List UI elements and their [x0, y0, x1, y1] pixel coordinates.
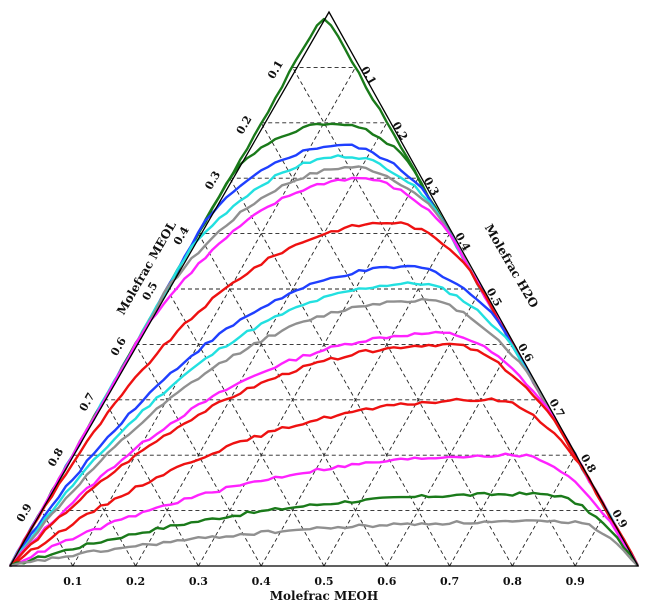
grid-line: [292, 67, 576, 567]
grid-line: [103, 399, 199, 567]
grid-line: [198, 177, 419, 567]
left-tick-label: 0.3: [202, 169, 223, 192]
series-line: [9, 297, 640, 567]
bottom-tick-label: 0.4: [252, 575, 271, 588]
left-tick-label: 0.9: [14, 501, 35, 524]
bottom-tick-label: 0.6: [377, 575, 396, 588]
bottom-tick-label: 0.5: [314, 575, 333, 588]
series-line: [9, 519, 639, 568]
series-line: [8, 143, 640, 567]
left-tick-label: 0.7: [77, 391, 98, 414]
left-tick-label: 0.8: [45, 446, 66, 469]
series-line: [8, 17, 640, 567]
bottom-tick-label: 0.7: [440, 575, 459, 588]
triangle-outline: [8, 10, 640, 567]
bottom-tick-label: 0.8: [503, 575, 522, 588]
bottom-axis-title: Molefrac MEOH: [270, 589, 378, 603]
grid-line: [229, 177, 450, 567]
grid-line: [198, 233, 388, 567]
right-tick-label: 0.2: [389, 120, 410, 143]
bottom-tick-label: 0.2: [126, 575, 145, 588]
series-line: [9, 397, 640, 568]
grid-line: [574, 510, 607, 567]
triangle-frame: [8, 10, 640, 567]
series-line: [9, 491, 640, 568]
right-tick-label: 0.4: [452, 230, 473, 253]
left-tick-label: 0.6: [108, 335, 129, 358]
series-line: [9, 342, 640, 567]
right-tick-label: 0.8: [578, 452, 599, 475]
right-tick-label: 0.7: [546, 397, 567, 420]
right-tick-label: 0.1: [358, 64, 379, 87]
left-tick-label: 0.1: [265, 58, 286, 81]
grid-line: [135, 344, 262, 567]
right-tick-labels: 0.10.20.30.40.50.60.70.80.9: [358, 64, 630, 530]
right-tick-label: 0.5: [484, 286, 505, 309]
series-line: [8, 221, 640, 567]
right-tick-label: 0.3: [421, 175, 442, 198]
curve-series: [8, 17, 640, 568]
bottom-tick-label: 0.1: [63, 575, 82, 588]
grid-line: [449, 399, 545, 567]
series-line: [8, 176, 640, 567]
grid-line: [166, 288, 325, 567]
left-tick-label: 0.2: [234, 114, 255, 137]
bottom-tick-label: 0.9: [566, 575, 585, 588]
grid-line: [260, 122, 513, 567]
bottom-tick-label: 0.3: [189, 575, 208, 588]
series-line: [9, 330, 640, 567]
series-line: [9, 452, 640, 568]
left-axis-title: Molefrac MEOL: [114, 218, 179, 317]
bottom-tick-labels: 0.1 0.2 0.3 0.4 0.5 0.6 0.7 0.8 0.9: [63, 575, 585, 588]
left-tick-labels: 0.10.20.30.40.50.60.70.80.9: [14, 58, 286, 524]
